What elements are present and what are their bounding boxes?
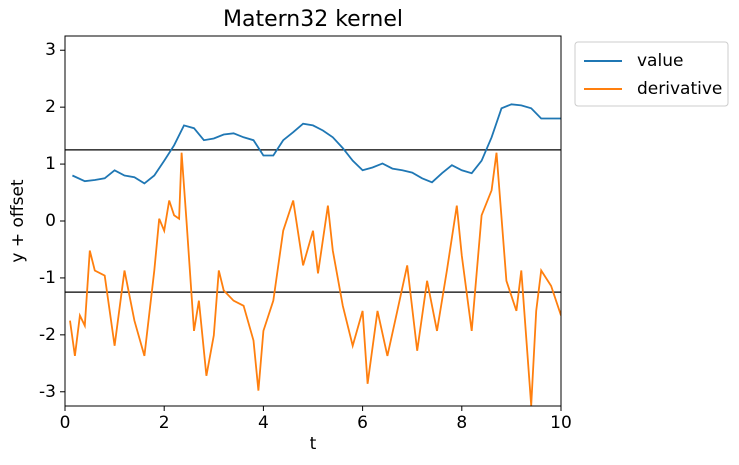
y-axis-label: y + offset [8,179,28,263]
y-tick-label: 2 [45,97,56,117]
data-line [72,103,561,185]
x-tick-label: 4 [258,413,269,433]
y-tick-label: -2 [39,325,56,345]
y-tick-label: 3 [45,40,56,60]
x-axis-label: t [310,434,317,454]
legend-label: derivative [637,79,722,99]
y-tick-label: 0 [45,211,56,231]
data-line [69,152,561,406]
x-tick-label: 10 [550,413,572,433]
plot-area [65,103,561,406]
x-tick-label: 2 [159,413,170,433]
y-tick-label: -3 [39,382,56,402]
legend-label: value [637,51,683,71]
axes-frame [64,35,562,407]
x-tick-label: 8 [456,413,467,433]
x-tick-label: 6 [357,413,368,433]
x-tick-label: 0 [60,413,71,433]
chart-title: Matern32 kernel [223,7,403,32]
y-tick-label: 1 [45,154,56,174]
y-tick-label: -1 [39,268,56,288]
